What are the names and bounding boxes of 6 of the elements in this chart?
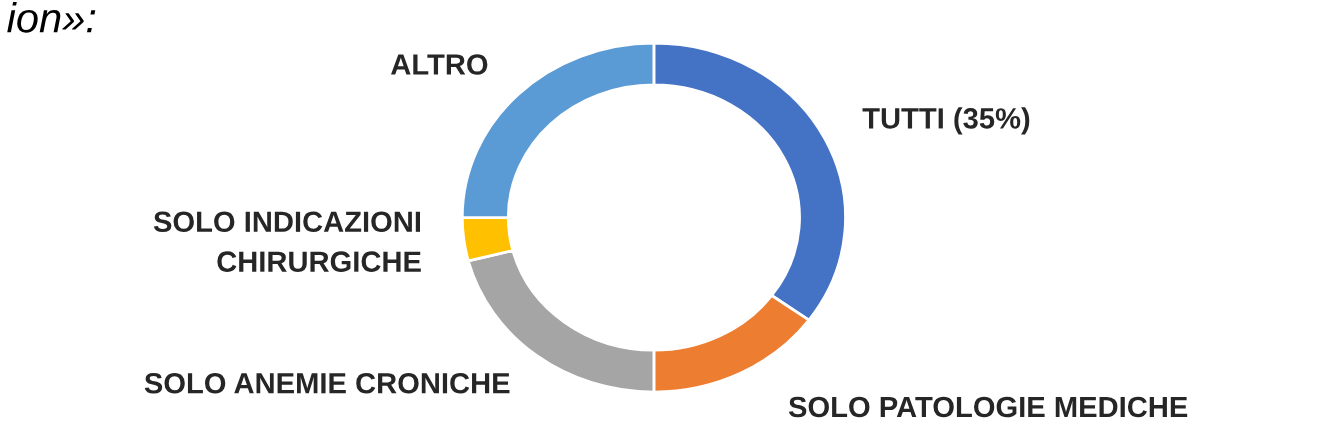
slice-label: SOLO PATOLOGIE MEDICHE <box>788 396 1188 418</box>
slice-label: SOLO ANEMIE CRONICHE <box>144 372 510 394</box>
slice-label: ALTRO <box>391 54 488 75</box>
slice-label: TUTTI (35%) <box>862 107 1030 135</box>
text: ion»: <box>7 2 96 33</box>
slice-label: SOLO INDICAZIONI CHIRURGICHE <box>153 211 421 272</box>
